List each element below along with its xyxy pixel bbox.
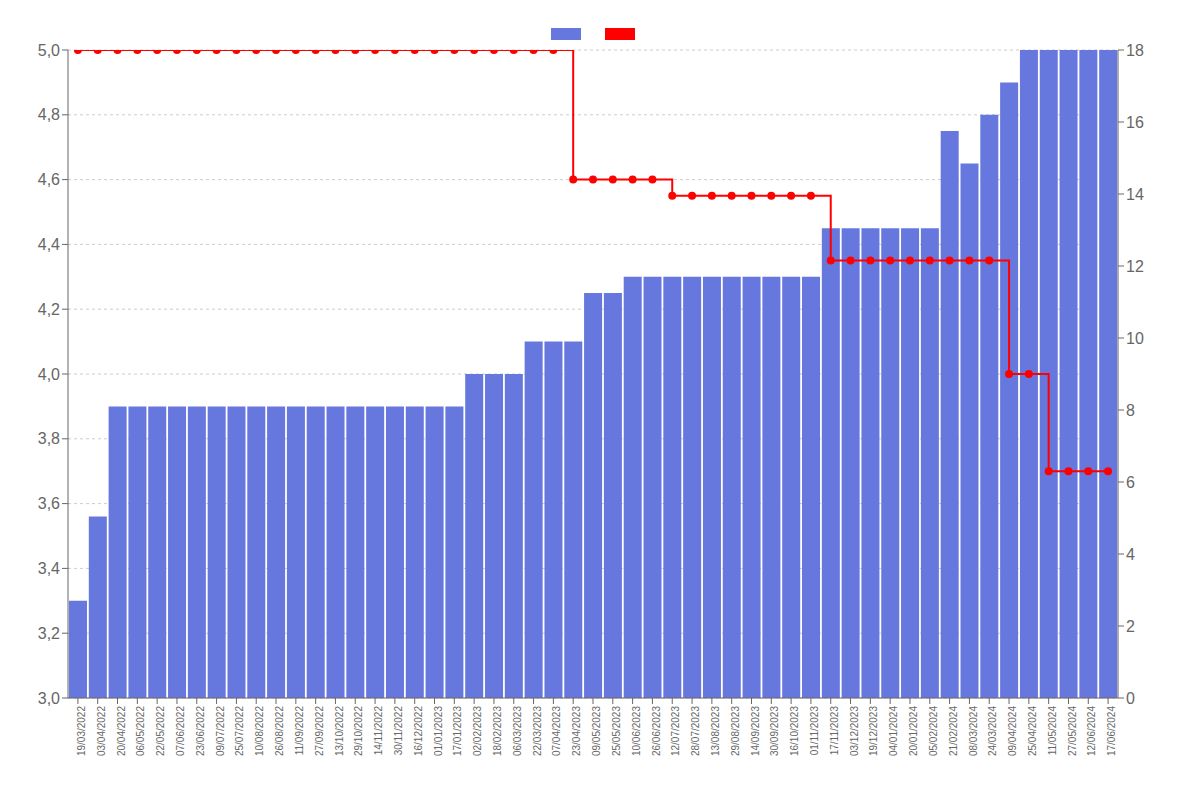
svg-text:3,2: 3,2 bbox=[38, 625, 60, 642]
svg-text:4,2: 4,2 bbox=[38, 301, 60, 318]
svg-text:02/02/2023: 02/02/2023 bbox=[472, 706, 483, 756]
svg-text:20/04/2022: 20/04/2022 bbox=[116, 706, 127, 756]
svg-text:30/11/2022: 30/11/2022 bbox=[393, 706, 404, 756]
svg-text:04/01/2024: 04/01/2024 bbox=[888, 706, 899, 756]
svg-text:10/06/2023: 10/06/2023 bbox=[631, 706, 642, 756]
svg-text:07/06/2022: 07/06/2022 bbox=[175, 706, 186, 756]
svg-text:25/04/2024: 25/04/2024 bbox=[1027, 706, 1038, 756]
svg-text:03/12/2023: 03/12/2023 bbox=[849, 706, 860, 756]
svg-text:30/09/2023: 30/09/2023 bbox=[769, 706, 780, 756]
svg-text:4,0: 4,0 bbox=[38, 366, 60, 383]
svg-text:06/03/2023: 06/03/2023 bbox=[512, 706, 523, 756]
svg-text:12: 12 bbox=[1126, 258, 1144, 275]
svg-text:22/03/2023: 22/03/2023 bbox=[532, 706, 543, 756]
svg-text:20/01/2024: 20/01/2024 bbox=[908, 706, 919, 756]
svg-text:3,8: 3,8 bbox=[38, 430, 60, 447]
svg-text:01/11/2023: 01/11/2023 bbox=[809, 706, 820, 756]
svg-text:23/06/2022: 23/06/2022 bbox=[195, 706, 206, 756]
svg-text:17/01/2023: 17/01/2023 bbox=[452, 706, 463, 756]
svg-text:25/07/2022: 25/07/2022 bbox=[234, 706, 245, 756]
svg-text:18/02/2023: 18/02/2023 bbox=[492, 706, 503, 756]
svg-text:6: 6 bbox=[1126, 474, 1135, 491]
svg-text:01/01/2023: 01/01/2023 bbox=[433, 706, 444, 756]
svg-text:21/02/2024: 21/02/2024 bbox=[948, 706, 959, 756]
svg-text:17/06/2024: 17/06/2024 bbox=[1106, 706, 1117, 756]
svg-text:08/03/2024: 08/03/2024 bbox=[968, 706, 979, 756]
svg-text:25/05/2023: 25/05/2023 bbox=[611, 706, 622, 756]
svg-text:11/05/2024: 11/05/2024 bbox=[1047, 706, 1058, 756]
svg-text:3,4: 3,4 bbox=[38, 560, 60, 577]
svg-text:29/08/2023: 29/08/2023 bbox=[730, 706, 741, 756]
svg-text:11/09/2022: 11/09/2022 bbox=[294, 706, 305, 756]
svg-text:16/10/2023: 16/10/2023 bbox=[789, 706, 800, 756]
svg-text:05/02/2024: 05/02/2024 bbox=[928, 706, 939, 756]
svg-text:07/04/2023: 07/04/2023 bbox=[551, 706, 562, 756]
svg-text:2: 2 bbox=[1126, 618, 1135, 635]
svg-text:14/09/2023: 14/09/2023 bbox=[750, 706, 761, 756]
svg-text:29/10/2022: 29/10/2022 bbox=[353, 706, 364, 756]
svg-text:4,8: 4,8 bbox=[38, 106, 60, 123]
svg-text:27/09/2022: 27/09/2022 bbox=[314, 706, 325, 756]
svg-text:0: 0 bbox=[1126, 690, 1135, 707]
svg-text:3,0: 3,0 bbox=[38, 690, 60, 707]
svg-text:14: 14 bbox=[1126, 186, 1144, 203]
svg-text:03/04/2022: 03/04/2022 bbox=[96, 706, 107, 756]
svg-text:18: 18 bbox=[1126, 42, 1144, 59]
svg-text:4,4: 4,4 bbox=[38, 236, 60, 253]
svg-text:12/06/2024: 12/06/2024 bbox=[1086, 706, 1097, 756]
svg-text:23/04/2023: 23/04/2023 bbox=[571, 706, 582, 756]
svg-text:19/12/2023: 19/12/2023 bbox=[868, 706, 879, 756]
svg-text:10/08/2022: 10/08/2022 bbox=[254, 706, 265, 756]
svg-text:12/07/2023: 12/07/2023 bbox=[670, 706, 681, 756]
svg-text:22/05/2022: 22/05/2022 bbox=[155, 706, 166, 756]
svg-text:5,0: 5,0 bbox=[38, 42, 60, 59]
svg-text:27/05/2024: 27/05/2024 bbox=[1067, 706, 1078, 756]
svg-text:06/05/2022: 06/05/2022 bbox=[135, 706, 146, 756]
svg-text:26/08/2022: 26/08/2022 bbox=[274, 706, 285, 756]
svg-text:16/12/2022: 16/12/2022 bbox=[413, 706, 424, 756]
svg-text:8: 8 bbox=[1126, 402, 1135, 419]
svg-text:28/07/2023: 28/07/2023 bbox=[690, 706, 701, 756]
svg-text:14/11/2022: 14/11/2022 bbox=[373, 706, 384, 756]
svg-text:16: 16 bbox=[1126, 114, 1144, 131]
svg-text:24/03/2024: 24/03/2024 bbox=[987, 706, 998, 756]
svg-text:09/05/2023: 09/05/2023 bbox=[591, 706, 602, 756]
svg-text:17/11/2023: 17/11/2023 bbox=[829, 706, 840, 756]
svg-text:13/08/2023: 13/08/2023 bbox=[710, 706, 721, 756]
svg-text:10: 10 bbox=[1126, 330, 1144, 347]
svg-text:09/04/2024: 09/04/2024 bbox=[1007, 706, 1018, 756]
svg-text:3,6: 3,6 bbox=[38, 495, 60, 512]
svg-text:13/10/2022: 13/10/2022 bbox=[334, 706, 345, 756]
svg-text:26/06/2023: 26/06/2023 bbox=[651, 706, 662, 756]
svg-text:09/07/2022: 09/07/2022 bbox=[215, 706, 226, 756]
svg-text:19/03/2022: 19/03/2022 bbox=[76, 706, 87, 756]
svg-text:4,6: 4,6 bbox=[38, 171, 60, 188]
svg-text:4: 4 bbox=[1126, 546, 1135, 563]
